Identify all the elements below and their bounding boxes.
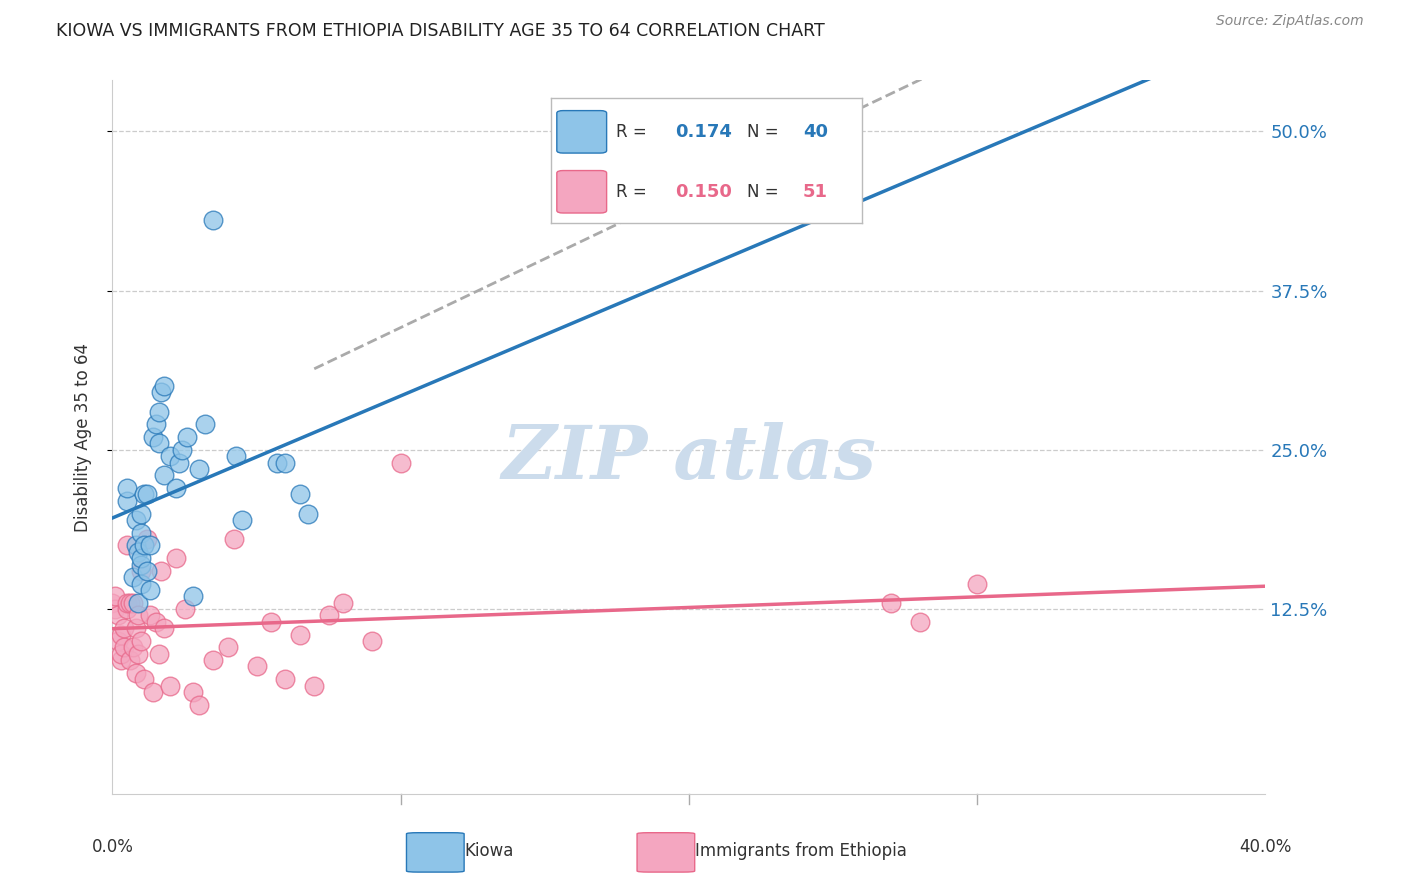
Point	[145, 615, 167, 629]
Text: 0.0%: 0.0%	[91, 838, 134, 856]
Point	[134, 538, 156, 552]
Point	[129, 551, 153, 566]
Point	[110, 653, 132, 667]
Point	[129, 634, 153, 648]
Point	[274, 456, 297, 470]
Point	[118, 596, 141, 610]
Point	[153, 468, 176, 483]
Point	[181, 685, 204, 699]
Point	[139, 538, 162, 552]
Point	[167, 456, 190, 470]
Point	[121, 640, 143, 655]
Point	[136, 487, 159, 501]
Point	[136, 564, 159, 578]
Point	[966, 576, 988, 591]
Point	[153, 379, 176, 393]
Point	[101, 596, 124, 610]
Point	[188, 462, 211, 476]
Point	[142, 430, 165, 444]
Point	[288, 627, 311, 641]
Point	[110, 627, 132, 641]
Point	[115, 602, 138, 616]
Point	[173, 602, 195, 616]
Point	[260, 615, 283, 629]
Point	[165, 551, 187, 566]
Point	[176, 430, 198, 444]
Y-axis label: Disability Age 35 to 64: Disability Age 35 to 64	[73, 343, 91, 532]
Point	[304, 679, 326, 693]
Point	[139, 608, 162, 623]
Point	[124, 621, 146, 635]
Point	[134, 487, 156, 501]
Point	[153, 621, 176, 635]
Point	[129, 564, 153, 578]
Point	[360, 634, 382, 648]
Point	[202, 213, 225, 227]
Point	[124, 538, 146, 552]
Point	[127, 647, 149, 661]
Text: Source: ZipAtlas.com: Source: ZipAtlas.com	[1216, 14, 1364, 29]
Point	[110, 647, 132, 661]
Point	[274, 672, 297, 686]
Point	[124, 513, 146, 527]
Point	[127, 596, 149, 610]
Point	[148, 404, 170, 418]
Point	[908, 615, 931, 629]
Point	[112, 621, 135, 635]
Text: ZIP atlas: ZIP atlas	[502, 422, 876, 495]
Point	[127, 608, 149, 623]
Point	[115, 538, 138, 552]
Point	[115, 493, 138, 508]
Point	[129, 576, 153, 591]
Point	[139, 582, 162, 597]
Point	[134, 672, 156, 686]
Point	[159, 679, 181, 693]
Point	[170, 442, 193, 457]
Point	[148, 436, 170, 450]
Point	[115, 596, 138, 610]
Point	[118, 653, 141, 667]
Point	[104, 602, 127, 616]
Point	[129, 558, 153, 572]
Point	[222, 532, 245, 546]
Point	[880, 596, 903, 610]
Point	[129, 507, 153, 521]
Point	[121, 596, 143, 610]
Point	[188, 698, 211, 712]
Point	[112, 640, 135, 655]
Text: KIOWA VS IMMIGRANTS FROM ETHIOPIA DISABILITY AGE 35 TO 64 CORRELATION CHART: KIOWA VS IMMIGRANTS FROM ETHIOPIA DISABI…	[56, 22, 825, 40]
Point	[115, 481, 138, 495]
Point	[297, 507, 319, 521]
Point	[127, 545, 149, 559]
Point	[202, 653, 225, 667]
Point	[194, 417, 217, 432]
Point	[217, 640, 239, 655]
Point	[121, 570, 143, 584]
Point	[150, 564, 173, 578]
Point	[159, 449, 181, 463]
Point	[148, 647, 170, 661]
Point	[124, 665, 146, 680]
Point	[145, 417, 167, 432]
Text: 40.0%: 40.0%	[1239, 838, 1292, 856]
Point	[389, 456, 412, 470]
Point	[231, 513, 253, 527]
Point	[266, 456, 288, 470]
Point	[318, 608, 340, 623]
Point	[104, 590, 127, 604]
Point	[181, 590, 204, 604]
Point	[107, 634, 129, 648]
Point	[246, 659, 269, 673]
Point	[332, 596, 354, 610]
Point	[129, 525, 153, 540]
Point	[107, 608, 129, 623]
Point	[142, 685, 165, 699]
Point	[150, 385, 173, 400]
Point	[288, 487, 311, 501]
Point	[225, 449, 247, 463]
Point	[136, 532, 159, 546]
Point	[165, 481, 187, 495]
